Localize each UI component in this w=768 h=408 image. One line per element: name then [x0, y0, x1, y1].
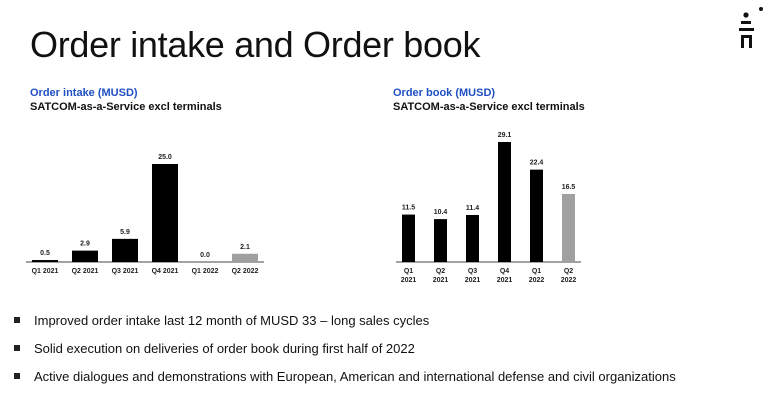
order-book-title: Order book (MUSD): [393, 87, 496, 99]
tick-label: Q2 2022: [232, 268, 259, 275]
tick-label: Q2: [564, 268, 573, 275]
tick-label: 2021: [433, 277, 449, 284]
bullet-text: Solid execution on deliveries of order b…: [34, 341, 415, 356]
tick-label: Q2 2021: [72, 268, 99, 275]
bullet-item: Active dialogues and demonstrations with…: [14, 368, 676, 396]
tick-label: 2021: [401, 277, 417, 284]
tick-label: Q3 2021: [112, 268, 139, 275]
data-label: 22.4: [530, 160, 544, 167]
bar: [32, 260, 58, 262]
tick-label: Q3: [468, 268, 477, 275]
data-label: 5.9: [120, 229, 130, 236]
bullet-marker-icon: [14, 373, 20, 379]
order-book-chart: 11.5 Q1 2021 10.4 Q2 2021 11.4 Q3 2021 29.1 Q4 2021…: [396, 132, 581, 284]
bullet-item: Improved order intake last 12 month of M…: [14, 312, 676, 340]
tick-label: 2021: [465, 277, 481, 284]
order-intake-title: Order intake (MUSD): [30, 87, 138, 99]
tick-label: Q2: [436, 268, 445, 275]
bar: [434, 219, 447, 262]
bullet-marker-icon: [14, 317, 20, 323]
tick-label: Q4: [500, 268, 509, 275]
tick-label: 2022: [529, 277, 545, 284]
data-label: 29.1: [498, 132, 512, 139]
data-label: 16.5: [562, 184, 576, 191]
bar: [466, 214, 479, 262]
data-label: 0.5: [40, 250, 50, 257]
bullet-list: Improved order intake last 12 month of M…: [14, 312, 676, 396]
data-label: 2.9: [80, 241, 90, 248]
bar: [562, 193, 575, 262]
bullet-marker-icon: [14, 345, 20, 351]
order-intake-chart: 0.5 Q1 2021 2.9 Q2 2021 5.9 Q3 2021 25.0 Q4 202…: [26, 154, 264, 275]
data-label: 0.0: [200, 252, 210, 259]
tick-label: Q1: [532, 268, 541, 275]
data-label: 11.4: [466, 205, 479, 212]
bar: [498, 142, 511, 262]
bullet-text: Active dialogues and demonstrations with…: [34, 369, 676, 384]
bar: [402, 214, 415, 262]
tick-label: Q1 2022: [192, 268, 219, 275]
bar: [530, 169, 543, 262]
order-book-subtitle: SATCOM-as-a-Service excl terminals: [393, 101, 585, 113]
data-label: 10.4: [434, 209, 448, 216]
bullet-text: Improved order intake last 12 month of M…: [34, 313, 430, 328]
order-book-header: Order book (MUSD) SATCOM-as-a-Service ex…: [393, 86, 585, 115]
order-intake-header: Order intake (MUSD) SATCOM-as-a-Service …: [30, 86, 222, 115]
tick-label: Q4 2021: [152, 268, 179, 275]
data-label: 11.5: [402, 205, 415, 212]
tick-label: Q1: [404, 268, 413, 275]
bar: [152, 164, 178, 262]
data-label: 2.1: [240, 244, 250, 251]
slide-title: Order intake and Order book: [30, 24, 481, 65]
bar: [112, 238, 138, 262]
tick-label: Q1 2021: [32, 268, 59, 275]
bar: [232, 253, 258, 262]
bar: [72, 250, 98, 262]
tick-label: 2022: [561, 277, 577, 284]
order-intake-subtitle: SATCOM-as-a-Service excl terminals: [30, 101, 222, 113]
bullet-item: Solid execution on deliveries of order b…: [14, 340, 676, 368]
tick-label: 2021: [497, 277, 513, 284]
data-label: 25.0: [158, 154, 172, 161]
company-logo-icon: [739, 7, 763, 48]
